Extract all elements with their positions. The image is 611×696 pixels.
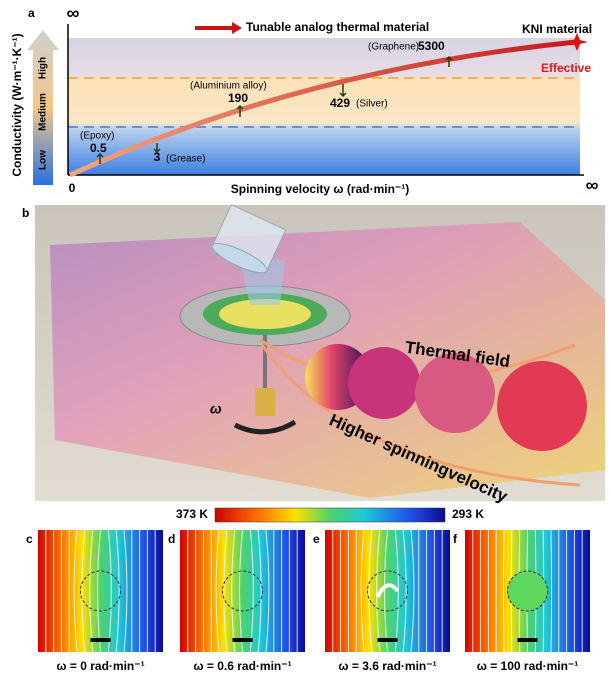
inclusion [507, 570, 548, 612]
level: Medium [38, 93, 49, 131]
isotherm [115, 529, 120, 653]
effective: Effective [541, 61, 591, 75]
colorbar [214, 507, 446, 523]
isotherm [257, 529, 262, 653]
curve [68, 39, 577, 178]
arrow [195, 22, 242, 34]
isotherm [550, 529, 553, 653]
level: High [38, 57, 49, 79]
isotherm [215, 529, 220, 653]
field-disk [415, 353, 495, 433]
material-name: (Graphene) [368, 42, 419, 53]
y-label: Conductivity (W·m⁻¹·K⁻¹) [10, 33, 24, 176]
omega: ω [210, 401, 222, 417]
isotherm [402, 529, 407, 653]
material-value: 5300 [418, 39, 445, 53]
field-map [180, 530, 305, 652]
disk-center [219, 299, 311, 329]
material-name: (Silver) [356, 99, 388, 110]
pointer-arrows [96, 55, 453, 164]
motor [255, 388, 275, 416]
isotherm [223, 529, 228, 653]
inclusion [222, 570, 263, 612]
colorbar-left: 373 K [176, 507, 208, 521]
conductivity-bands [68, 38, 580, 175]
level: Low [38, 150, 49, 170]
panel-label: b [22, 206, 29, 220]
field-panels: c ω = 0 rad·min⁻¹ d ω = 0.6 rad·min⁻¹ e ω = 3… [26, 529, 590, 673]
caption: ω = 100 rad·min⁻¹ [477, 659, 579, 673]
material-value: 0.5 [90, 141, 107, 155]
inclusion [367, 570, 408, 612]
velocity-curve [260, 344, 581, 487]
isotherm [81, 529, 86, 653]
isotherm [73, 529, 78, 653]
cup [211, 203, 287, 274]
isotherm [360, 529, 365, 653]
material-value: 190 [228, 91, 248, 105]
colorbar-right: 293 K [452, 507, 484, 521]
level-arrow [27, 30, 59, 185]
field-map [38, 530, 163, 652]
isotherm [123, 529, 128, 653]
material-value: 3 [154, 150, 161, 164]
star [566, 33, 588, 51]
y-max: ∞ [67, 3, 80, 23]
panel-label: a [28, 6, 35, 20]
panel-label: c [26, 532, 33, 546]
caption: ω = 0.6 rad·min⁻¹ [193, 659, 291, 673]
rotation-arrow [233, 419, 297, 435]
material-value: 429 [330, 96, 350, 110]
panel-label: d [168, 532, 175, 546]
field-disk [497, 361, 587, 451]
isotherm [410, 529, 415, 653]
field-disk [348, 347, 420, 419]
isotherm [265, 529, 270, 653]
title: Tunable analog thermal material [246, 20, 429, 34]
isotherm [502, 529, 505, 653]
caption: ω = 0 rad·min⁻¹ [56, 659, 144, 673]
material-name: (Aluminium alloy) [190, 81, 267, 92]
panel-label: e [313, 532, 320, 546]
panel-label: f [453, 532, 458, 546]
swirl [375, 583, 400, 598]
inclusion [80, 570, 121, 612]
end-label: KNI material [522, 22, 592, 36]
material-name: (Epoxy) [80, 131, 114, 142]
caption: ω = 3.6 rad·min⁻¹ [338, 659, 436, 673]
x-label: Spinning velocity ω (rad·min⁻¹) [231, 182, 409, 196]
isotherm [368, 529, 373, 653]
material-name: (Grease) [166, 154, 205, 165]
field-map [325, 530, 450, 652]
origin: 0 [69, 181, 76, 195]
x-max: ∞ [586, 175, 599, 195]
